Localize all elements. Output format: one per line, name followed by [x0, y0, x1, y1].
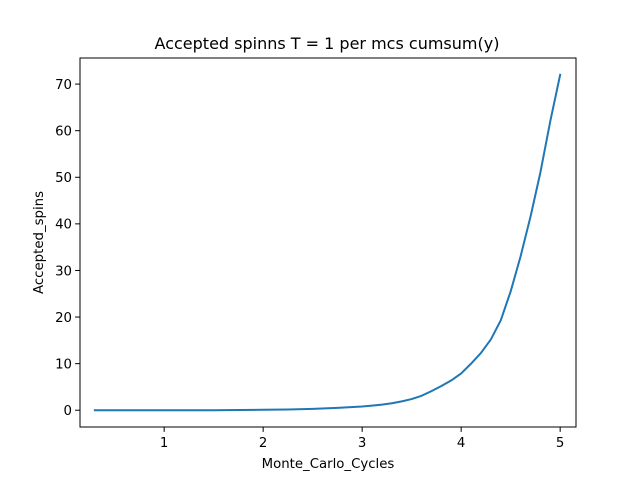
- x-tick-label: 4: [457, 436, 465, 451]
- y-tick-label: 30: [55, 264, 72, 279]
- y-axis-label: Accepted_spins: [32, 191, 47, 294]
- y-tick-label: 0: [64, 404, 72, 419]
- x-tick-label: 1: [160, 436, 168, 451]
- plot-marks: [93, 73, 562, 412]
- x-tick-label: 5: [556, 436, 564, 451]
- x-axis-label: Monte_Carlo_Cycles: [262, 457, 395, 472]
- x-tick-label: 2: [259, 436, 267, 451]
- y-tick-label: 60: [55, 124, 72, 139]
- chart-title: Accepted spinns T = 1 per mcs cumsum(y): [155, 34, 500, 53]
- y-tick-label: 40: [55, 218, 72, 233]
- y-tick-label: 50: [55, 171, 72, 186]
- plot-frame: [79, 57, 577, 428]
- y-axis-ticks: 0 10 20 30 40 50 60 70: [55, 78, 80, 419]
- x-axis-ticks: 1 2 3 4 5: [160, 427, 564, 451]
- x-tick-label: 3: [358, 436, 366, 451]
- y-tick-label: 70: [55, 78, 72, 93]
- series-line-0: [93, 73, 562, 412]
- y-tick-label: 20: [55, 311, 72, 326]
- y-tick-label: 10: [55, 357, 72, 372]
